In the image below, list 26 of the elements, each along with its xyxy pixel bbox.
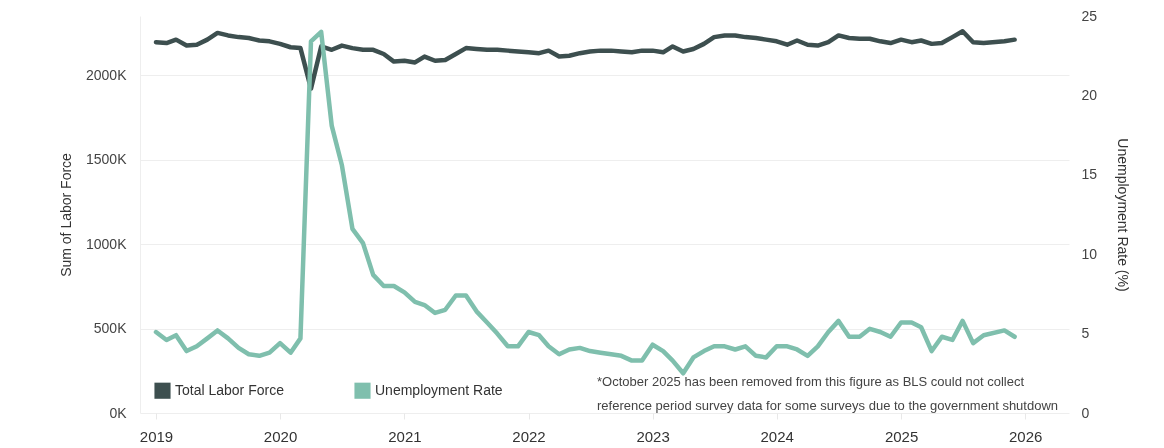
x-tick-label: 2022 — [512, 427, 546, 445]
x-tick-label: 2021 — [388, 427, 422, 445]
line-series — [153, 29, 1017, 376]
y-tick-label: 500K — [93, 320, 128, 337]
legend-label: Total Labor Force — [175, 381, 285, 398]
y-tick-label: 2000K — [86, 66, 128, 83]
legend-label: Unemployment Rate — [375, 381, 503, 398]
x-tick-label: 2024 — [760, 427, 794, 445]
y-axis-title: Sum of Labor Force — [58, 152, 75, 277]
y-tick-label: 0K — [109, 404, 128, 421]
x-tick-label: 2020 — [263, 427, 298, 445]
y-tick-label: 1000K — [86, 235, 128, 252]
line-series — [153, 28, 1017, 91]
y-tick-label: 1500K — [86, 151, 128, 168]
y2-tick-label: 25 — [1081, 7, 1098, 24]
x-tick-label: 2019 — [139, 427, 174, 445]
annotation: *October 2025 has been removed from this figure as BLS could not collect reference period survey data for some surveys due to the government shutdown — [597, 374, 1059, 413]
y2-tick-label: 5 — [1081, 325, 1090, 342]
x-tick-label: 2026 — [1008, 427, 1043, 445]
y2-tick-label: 0 — [1081, 404, 1090, 421]
y2-axis-title: Unemployment Rate (%) — [1115, 138, 1132, 292]
y2-tick-label: 15 — [1081, 166, 1098, 183]
x-tick-label: 2025 — [884, 427, 919, 445]
y2-tick-label: 20 — [1081, 86, 1098, 103]
y2-tick-label: 10 — [1081, 245, 1098, 262]
x-tick-label: 2023 — [636, 427, 670, 445]
